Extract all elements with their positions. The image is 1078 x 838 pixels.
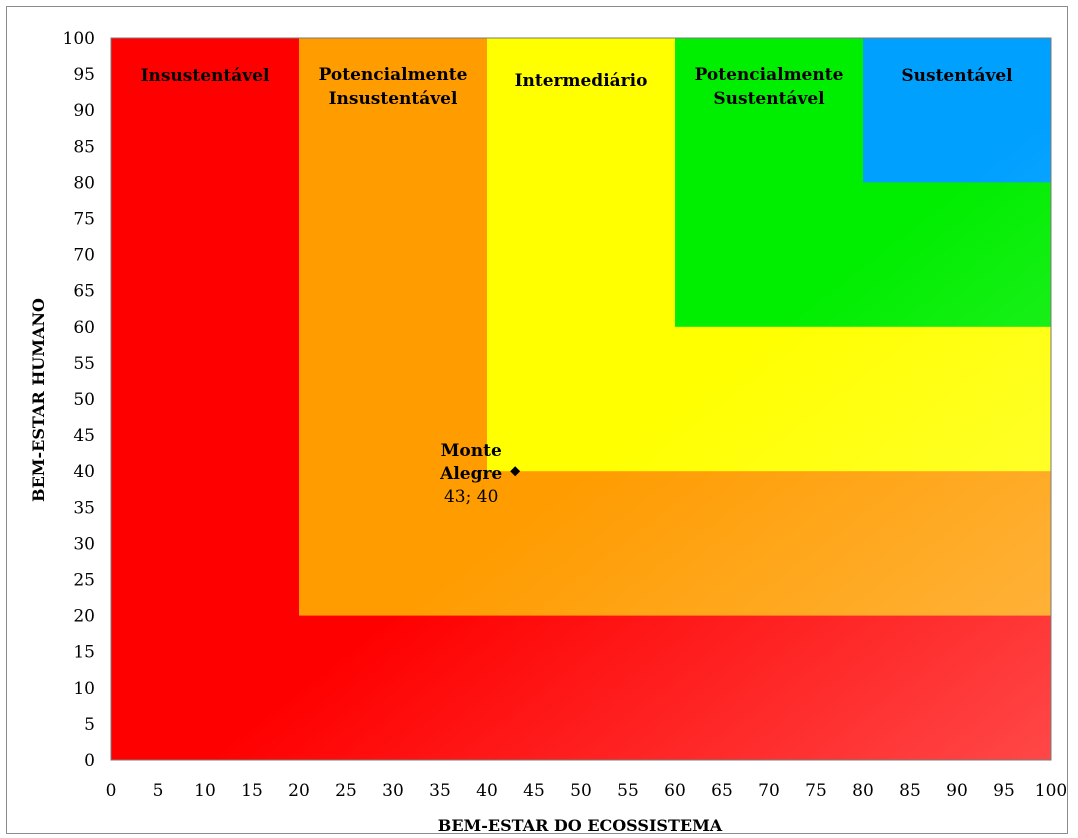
x-tick-label: 25 bbox=[335, 781, 357, 801]
x-tick-label: 45 bbox=[523, 781, 545, 801]
zone-label: Potencialmente bbox=[319, 65, 468, 85]
x-tick-label: 35 bbox=[429, 781, 451, 801]
zone-label: Insustentável bbox=[329, 89, 458, 109]
y-tick-label: 70 bbox=[73, 246, 95, 266]
y-tick-label: 100 bbox=[63, 29, 95, 49]
x-tick-label: 85 bbox=[899, 781, 921, 801]
x-tick-label: 90 bbox=[946, 781, 968, 801]
y-tick-label: 40 bbox=[73, 462, 95, 482]
y-tick-label: 15 bbox=[73, 643, 95, 663]
zones-layer bbox=[110, 37, 1052, 761]
y-tick-label: 25 bbox=[73, 571, 95, 591]
points-layer: Monte Alegre 43; 40 bbox=[439, 441, 521, 507]
x-tick-label: 70 bbox=[758, 781, 780, 801]
x-tick-label: 80 bbox=[852, 781, 874, 801]
y-tick-label: 0 bbox=[84, 751, 95, 771]
x-tick-label: 0 bbox=[106, 781, 117, 801]
y-axis-title: BEM-ESTAR HUMANO bbox=[29, 298, 48, 502]
zone-label: Potencialmente bbox=[695, 65, 844, 85]
y-tick-label: 75 bbox=[73, 210, 95, 230]
y-tick-label: 30 bbox=[73, 534, 95, 554]
x-axis-title: BEM-ESTAR DO ECOSSISTEMA bbox=[438, 816, 723, 835]
x-tick-label: 75 bbox=[805, 781, 827, 801]
x-tick-label: 15 bbox=[241, 781, 263, 801]
x-tick-label: 5 bbox=[153, 781, 164, 801]
data-point-marker bbox=[510, 466, 521, 477]
zone-label: Sustentável bbox=[713, 89, 825, 109]
y-tick-label: 85 bbox=[73, 137, 95, 157]
x-tick-label: 50 bbox=[570, 781, 592, 801]
y-tick-label: 20 bbox=[73, 607, 95, 627]
x-tick-label: 65 bbox=[711, 781, 733, 801]
data-point-name: Monte bbox=[441, 441, 502, 461]
x-tick-label: 55 bbox=[617, 781, 639, 801]
y-tick-label: 35 bbox=[73, 498, 95, 518]
zone-label: Insustentável bbox=[141, 66, 270, 86]
x-tick-label: 60 bbox=[664, 781, 686, 801]
plot-sheen bbox=[111, 38, 1051, 760]
y-tick-label: 65 bbox=[73, 282, 95, 302]
zone-labels-layer: Insustentável Potencialmente Insustentável… bbox=[141, 65, 1014, 109]
axes-layer: 0 5 10 15 20 25 30 35 40 45 50 55 60 65 70 75 80 85 90 95 10… bbox=[63, 29, 1068, 801]
y-tick-label: 50 bbox=[73, 390, 95, 410]
y-tick-label: 55 bbox=[73, 354, 95, 374]
x-tick-label: 10 bbox=[194, 781, 216, 801]
y-tick-label: 95 bbox=[73, 65, 95, 85]
x-tick-label: 20 bbox=[288, 781, 310, 801]
y-tick-label: 60 bbox=[73, 318, 95, 338]
y-tick-label: 45 bbox=[73, 426, 95, 446]
zone-label: Intermediário bbox=[515, 71, 648, 91]
x-tick-label: 100 bbox=[1035, 781, 1067, 801]
data-point-value: 43; 40 bbox=[444, 487, 498, 507]
x-tick-label: 40 bbox=[476, 781, 498, 801]
y-tick-label: 5 bbox=[84, 715, 95, 735]
y-tick-label: 10 bbox=[73, 679, 95, 699]
plot-border bbox=[110, 37, 1052, 761]
x-tick-label: 30 bbox=[382, 781, 404, 801]
zone-label: Sustentável bbox=[901, 66, 1013, 86]
data-point-name: Alegre bbox=[439, 464, 502, 484]
y-tick-label: 80 bbox=[73, 173, 95, 193]
x-tick-label: 95 bbox=[993, 781, 1015, 801]
y-tick-label: 90 bbox=[73, 101, 95, 121]
